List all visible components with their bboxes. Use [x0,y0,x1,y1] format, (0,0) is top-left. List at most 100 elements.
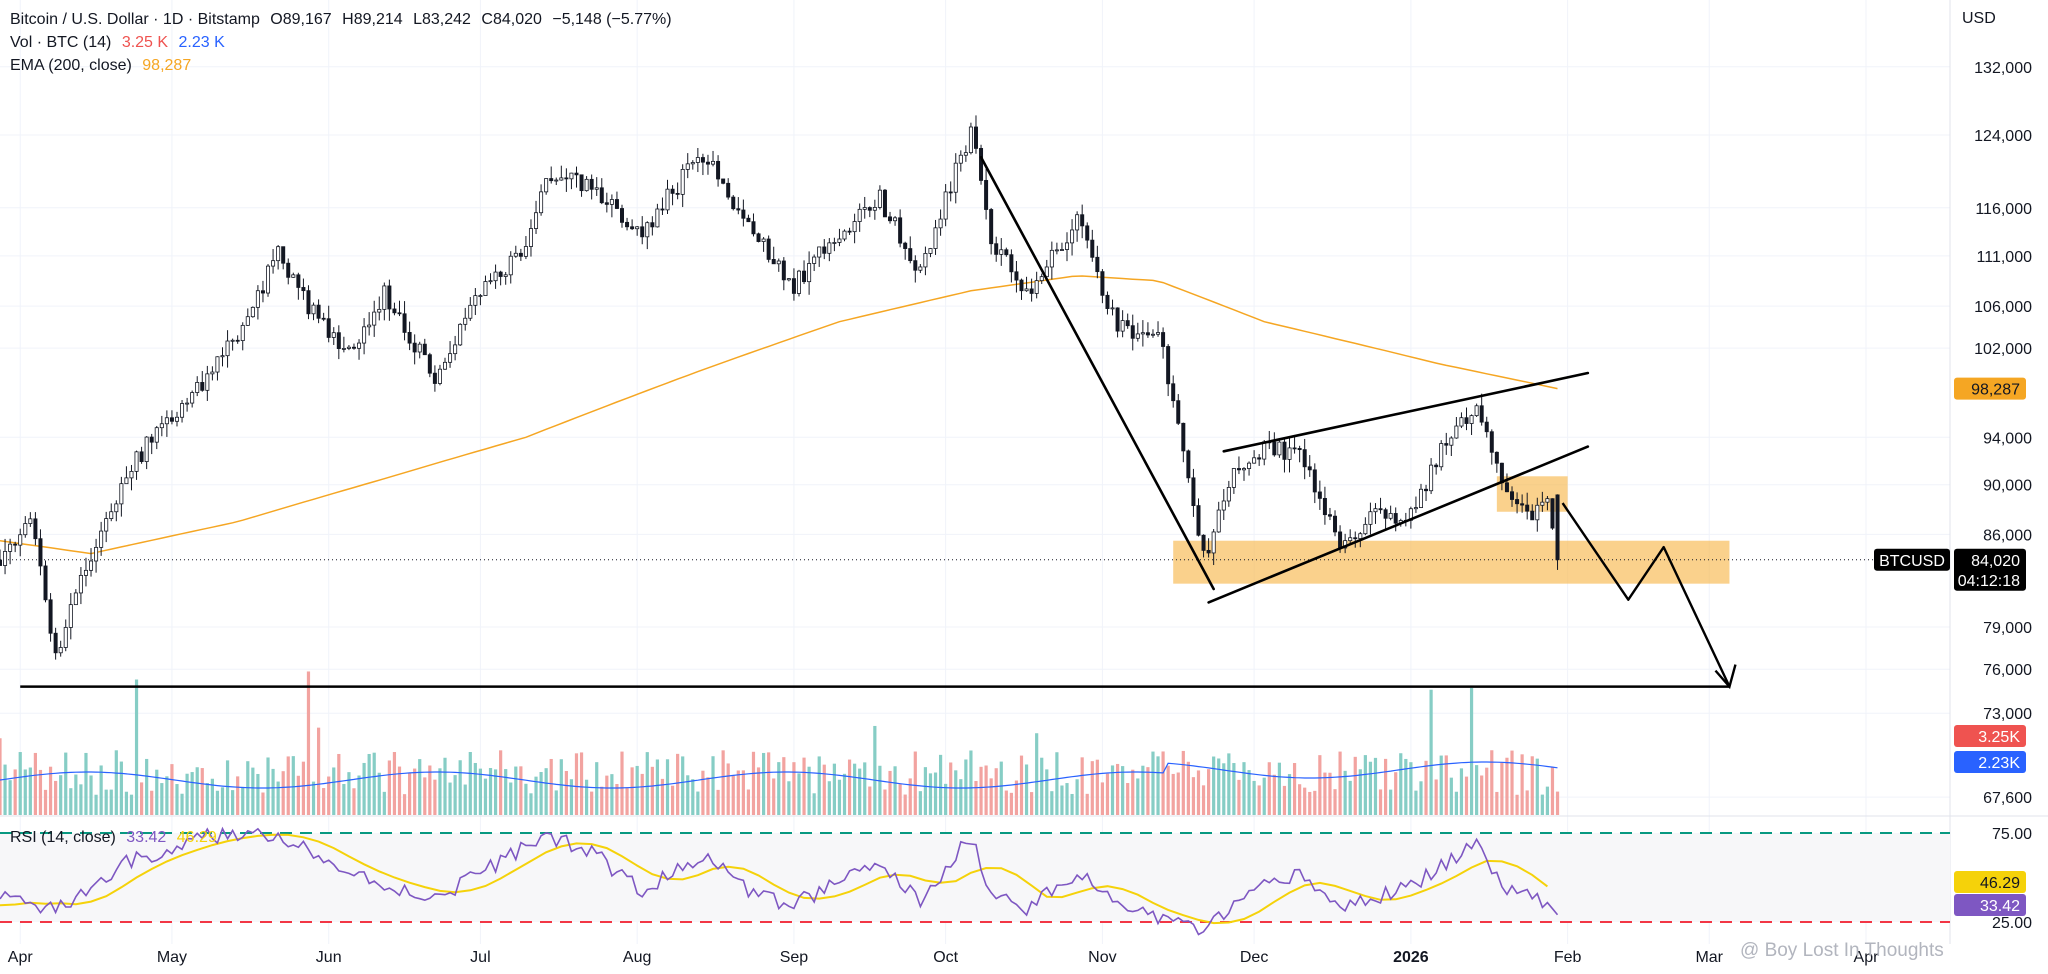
volume-bar [913,751,917,815]
price-tick-label: 73,000 [1983,706,2032,723]
volume-bar [706,777,710,815]
legend-row-ema[interactable]: EMA (200, close) 98,287 [10,57,197,75]
legend-row-price: Bitcoin / U.S. Dollar · 1D · Bitstamp O8… [10,11,678,29]
price-tick-label: 111,000 [1977,249,2033,266]
volume-bar [397,766,402,815]
candle-body [351,346,356,349]
countdown-badge: 04:12:18 [1958,573,2020,590]
candle-body [1504,482,1509,493]
volume-bar [236,776,240,815]
candle-body [200,382,205,391]
time-tick-label: Apr [1854,949,1880,966]
volume-bar [175,784,179,815]
candle-body [437,368,442,384]
candle-body [38,538,43,567]
volume-bar [1545,786,1550,815]
volume-bar [751,751,756,815]
volume-bar [772,778,776,815]
symbol-title[interactable]: Bitcoin / U.S. Dollar · 1D · Bitstamp [10,11,260,28]
legend-row-volume[interactable]: Vol · BTC (14) 3.25 K 2.23 K [10,34,231,52]
candle-body [1388,513,1393,519]
volume-bar [1105,773,1110,815]
candle-body [1373,508,1378,513]
candle-body [584,178,589,192]
time-axis[interactable]: Apr May Jun Jul Aug Sep Oct Nov Dec 2026 Feb Mar Apr [8,949,1879,966]
candle-body [1333,515,1338,533]
volume-bar [463,784,467,815]
volume-ma-line [0,761,1558,789]
price-tick-label: 90,000 [1983,478,2032,495]
candle-body [928,248,933,254]
candle-body [1090,239,1095,258]
candle-body [984,180,989,210]
volume-bar [1080,757,1084,815]
candle-body [979,148,984,181]
candle-body [1474,405,1479,417]
volume-bar [1222,763,1226,815]
volume-pane [0,671,1560,815]
rsi-label: RSI (14, close) [10,829,116,846]
candle-body [1054,249,1059,252]
candle-body [402,313,407,333]
volume-bar [1060,785,1064,815]
volume-bar [150,790,154,815]
volume-bar [296,775,300,815]
candle-body [1515,499,1520,505]
volume-bar [923,767,928,815]
ema-line [0,275,1558,555]
candle-body [28,518,33,524]
time-tick-label: Jun [316,949,342,966]
rsi-line [0,826,1559,936]
volume-bar [1520,754,1524,815]
candle-body [1231,468,1236,488]
rsi-ma-badge: 46.29 [1980,875,2020,892]
candle-body [675,192,680,195]
volume-bar [873,725,877,815]
volume-bar [1540,794,1544,815]
projection-arrowhead [1714,664,1737,690]
currency-label[interactable]: USD [1962,10,1996,27]
volume-bar [1287,774,1292,815]
candle-body [989,209,994,245]
volume-bar [933,772,938,815]
candle-body [1140,332,1145,335]
volume-bar [1480,775,1484,815]
candle-body [827,242,832,254]
candle-body [670,188,675,194]
candle-body [326,318,331,338]
candle-body [655,208,660,228]
candle-body [731,196,736,210]
candle-body [367,324,372,328]
legend-row-rsi[interactable]: RSI (14, close) 33.42 46.29 [10,829,223,847]
candle-body [0,559,3,566]
volume-bar [185,773,189,815]
candle-body [609,199,614,205]
candle-body [1449,437,1454,446]
volume-bar [605,775,609,815]
volume-bar [478,768,483,815]
volume-bar [1090,761,1094,815]
candle-body [311,304,316,315]
volume-bar [1318,755,1322,815]
volume-bar [1065,783,1069,815]
volume-bar [1050,791,1054,815]
candle-body [1191,477,1196,507]
symbol-badge-bg [1874,548,1950,571]
candle-body [1014,271,1019,281]
volume-bar [691,779,695,815]
volume-bar [645,752,649,815]
volume-bar [949,762,953,815]
candle-body [422,343,427,356]
volume-bar [665,759,670,815]
candle-body [913,260,918,271]
volume-bar [1030,792,1034,815]
candle-body [690,162,695,165]
volume-bar [1070,793,1074,815]
volume-bar [1131,769,1135,815]
volume-bar [1257,785,1261,815]
volume-bar [1282,785,1287,815]
time-tick-label: Oct [933,949,958,966]
candle-body [1302,449,1307,468]
price-axis[interactable]: 132,000 124,000 116,000 111,000 106,000 102,0… [1974,60,2032,932]
